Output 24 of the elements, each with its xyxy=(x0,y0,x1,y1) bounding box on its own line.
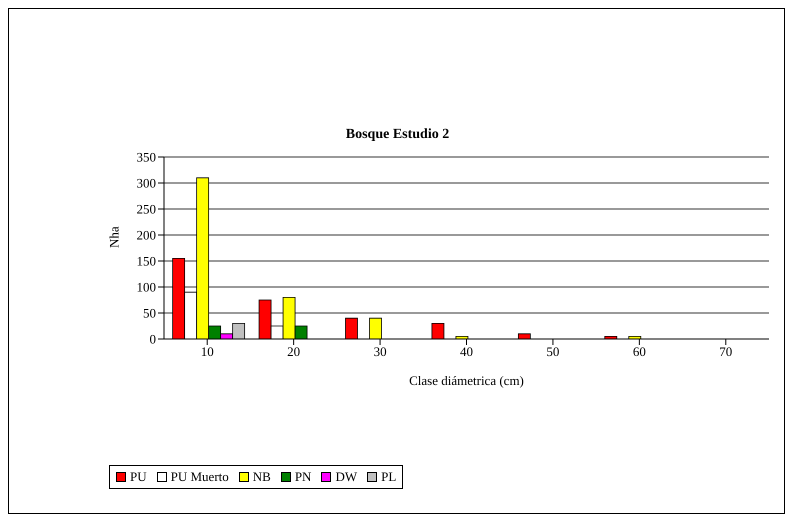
x-tick-label: 50 xyxy=(546,344,560,360)
x-axis-title: Clase diámetrica (cm) xyxy=(409,373,524,388)
chart-title: Bosque Estudio 2 xyxy=(344,127,450,143)
y-axis-title: Nha xyxy=(106,226,122,248)
legend-label: DW xyxy=(334,469,358,485)
y-tick-label: 300 xyxy=(136,176,156,191)
x-tick-label: 70 xyxy=(719,344,732,360)
x-tick-label: 10 xyxy=(200,344,214,360)
y-tick-label: 0 xyxy=(150,332,156,347)
x-tick-label: 20 xyxy=(287,344,300,360)
legend-label: NB xyxy=(252,469,271,485)
y-tick-label: 100 xyxy=(136,280,156,295)
legend-label: PU xyxy=(129,469,147,485)
x-tick-label: 40 xyxy=(460,344,473,360)
y-tick-label: 150 xyxy=(136,254,156,269)
y-tick-label: 50 xyxy=(143,306,156,321)
x-tick-label: 60 xyxy=(632,344,646,360)
y-tick-label: 200 xyxy=(136,228,156,243)
legend-label: PU Muerto xyxy=(170,469,229,485)
legend-label: PN xyxy=(294,469,312,485)
y-tick-label: 350 xyxy=(136,150,156,165)
x-tick-label: 30 xyxy=(374,344,387,360)
legend-label: PL xyxy=(380,469,396,485)
y-tick-label: 250 xyxy=(136,202,156,217)
